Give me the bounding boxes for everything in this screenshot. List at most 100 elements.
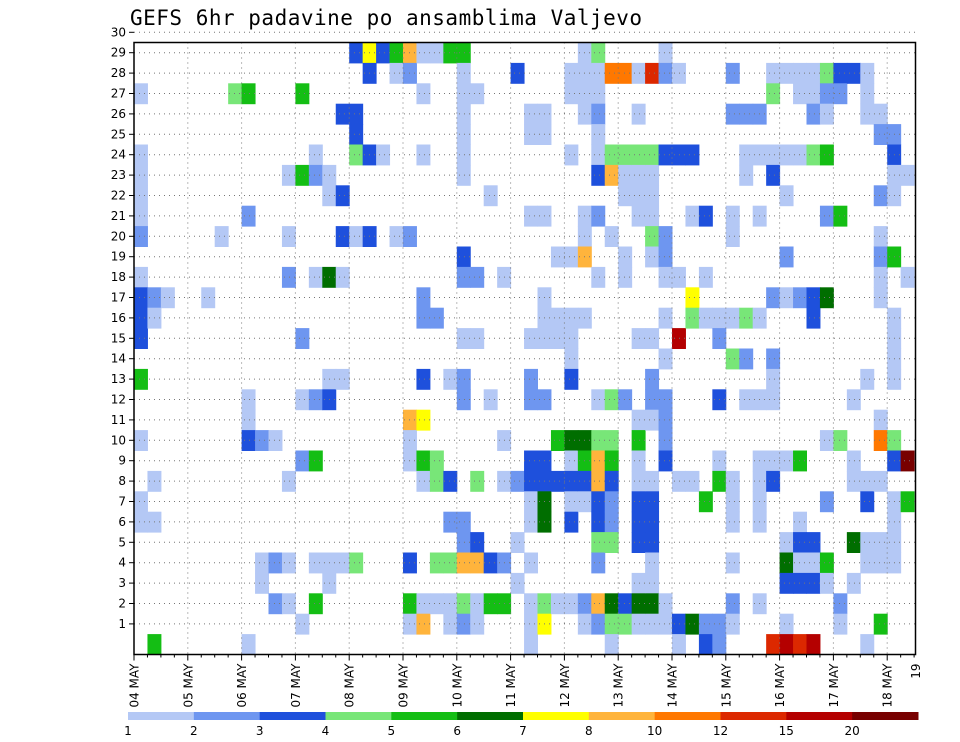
heatmap-cell <box>470 552 485 574</box>
heatmap-cell <box>308 144 323 166</box>
heatmap-cell <box>281 226 296 247</box>
heatmap-cell <box>524 205 538 227</box>
heatmap-cell <box>524 368 538 390</box>
x-tick-label: 08 MAY <box>343 663 357 708</box>
x-tick-label: 07 MAY <box>289 663 303 708</box>
heatmap-cell <box>766 287 781 309</box>
heatmap-cell <box>846 532 861 553</box>
heatmap-cell <box>376 42 391 64</box>
heatmap-cell <box>873 103 888 125</box>
heatmap-cell <box>658 613 673 635</box>
heatmap-cell <box>510 572 525 594</box>
heatmap-cell <box>725 470 740 492</box>
heatmap-cell <box>766 83 781 105</box>
heatmap-cell <box>873 246 888 268</box>
heatmap-cell <box>591 144 606 166</box>
heatmap-cell <box>645 144 660 166</box>
heatmap-cell <box>456 593 471 615</box>
heatmap-cell <box>443 613 458 635</box>
heatmap-cell <box>564 450 579 472</box>
heatmap-cell <box>416 450 431 472</box>
heatmap-cell <box>591 83 606 105</box>
chart-title: GEFS 6hr padavine po ansamblima Valjevo <box>130 6 643 30</box>
heatmap-cell <box>725 226 740 247</box>
heatmap-cell <box>510 62 525 84</box>
heatmap-cell <box>591 552 606 574</box>
heatmap-cell <box>725 62 740 84</box>
y-tick-label: 10 <box>111 433 126 447</box>
heatmap-cell <box>900 164 915 186</box>
heatmap-cell <box>779 287 794 309</box>
heatmap-cell <box>604 62 619 84</box>
heatmap-cell <box>591 389 606 411</box>
heatmap-cell <box>819 287 834 309</box>
heatmap-cell <box>470 593 485 615</box>
heatmap-cell <box>793 511 807 533</box>
heatmap-cell <box>658 62 673 84</box>
y-tick-label: 16 <box>111 311 126 325</box>
heatmap-cell <box>819 62 834 84</box>
heatmap-cell <box>456 613 471 635</box>
heatmap-cell <box>429 552 444 574</box>
colorbar-label: 15 <box>779 724 794 738</box>
heatmap-cell <box>793 634 807 655</box>
heatmap-cell <box>524 552 538 574</box>
heatmap-cell <box>873 552 888 574</box>
y-tick-label: 28 <box>111 66 126 80</box>
heatmap-cell <box>604 613 619 635</box>
heatmap-cell <box>766 144 781 166</box>
heatmap-cell <box>685 144 700 166</box>
heatmap-cell <box>134 164 148 186</box>
heatmap-cell <box>591 430 606 451</box>
heatmap-cell <box>631 491 646 513</box>
heatmap-cell <box>645 511 660 533</box>
heatmap-cell <box>564 470 579 492</box>
heatmap-cell <box>470 532 485 553</box>
heatmap-cell <box>456 266 471 288</box>
heatmap-cell <box>591 205 606 227</box>
heatmap-cell <box>779 532 794 553</box>
heatmap-cell <box>645 368 660 390</box>
heatmap-cell <box>658 226 673 247</box>
heatmap-cell <box>900 266 915 288</box>
heatmap-cell <box>335 103 350 125</box>
heatmap-cell <box>134 185 148 207</box>
y-tick-label: 7 <box>118 495 126 509</box>
heatmap-cell <box>819 552 834 574</box>
heatmap-cell <box>631 430 646 451</box>
heatmap-cell <box>255 552 269 574</box>
heatmap-cell <box>873 266 888 288</box>
heatmap-cell <box>524 328 538 349</box>
y-tick-label: 12 <box>111 393 126 407</box>
heatmap-cell <box>658 409 673 431</box>
heatmap-cell <box>591 164 606 186</box>
heatmap-cell <box>645 491 660 513</box>
colorbar-label: 10 <box>647 724 662 738</box>
heatmap-cell <box>214 226 229 247</box>
heatmap-cell <box>550 470 565 492</box>
y-tick-label: 4 <box>118 556 126 570</box>
heatmap-cell <box>631 593 646 615</box>
heatmap-cell <box>698 266 713 288</box>
heatmap-cell <box>389 42 404 64</box>
heatmap-cell <box>672 144 686 166</box>
heatmap-cell <box>470 470 485 492</box>
heatmap-cell <box>604 430 619 451</box>
heatmap-cell <box>631 185 646 207</box>
heatmap-cell <box>725 511 740 533</box>
y-tick-label: 19 <box>111 250 126 264</box>
y-tick-label: 8 <box>118 474 126 488</box>
heatmap-cell <box>766 634 781 655</box>
heatmap-cell <box>228 83 243 105</box>
heatmap-cell <box>456 511 471 533</box>
heatmap-cell <box>564 491 579 513</box>
heatmap-cell <box>631 613 646 635</box>
heatmap-cell <box>873 532 888 553</box>
heatmap-cell <box>766 164 781 186</box>
heatmap-cell <box>604 511 619 533</box>
heatmap-cell <box>416 42 431 64</box>
heatmap-cell <box>470 613 485 635</box>
heatmap-cell <box>725 593 740 615</box>
heatmap-cell <box>241 634 256 655</box>
